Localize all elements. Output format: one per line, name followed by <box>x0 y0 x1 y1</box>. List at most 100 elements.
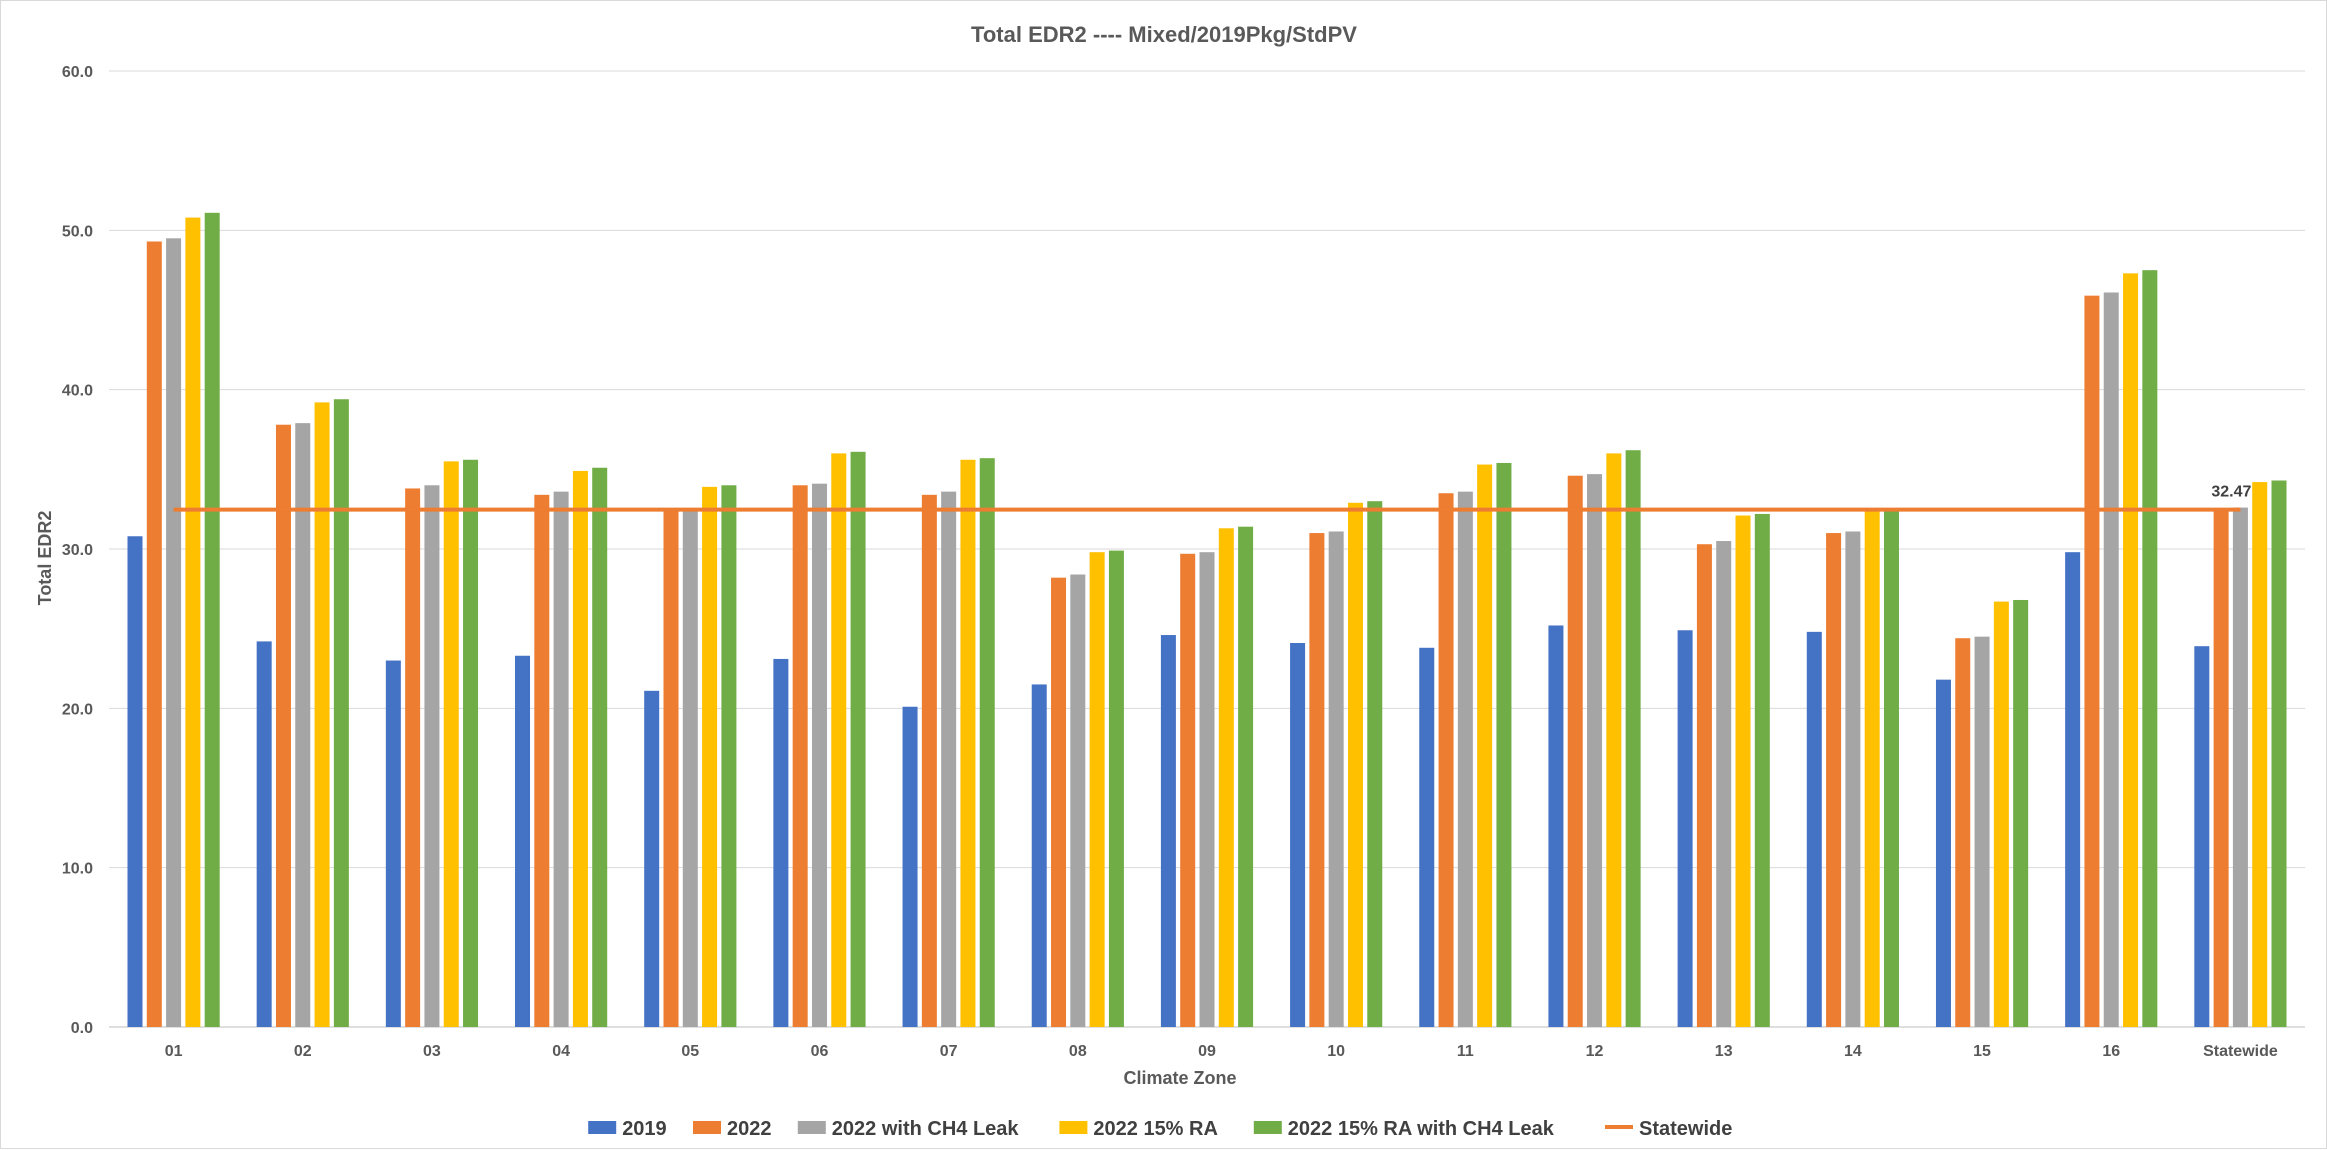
bar <box>663 510 679 1027</box>
x-tick-label: 05 <box>681 1043 699 1060</box>
bar <box>1367 501 1383 1027</box>
legend-swatch <box>1059 1121 1088 1134</box>
bar <box>385 660 401 1027</box>
bar <box>2213 510 2229 1027</box>
bar <box>2142 270 2158 1028</box>
bar <box>592 467 608 1027</box>
bar <box>1677 630 1693 1027</box>
y-tick-label: 60.0 <box>62 64 93 81</box>
chart-title: Total EDR2 ---- Mixed/2019Pkg/StdPV <box>971 22 1357 47</box>
bar <box>1290 643 1306 1027</box>
x-tick-label: 11 <box>1457 1043 1474 1060</box>
legend-swatch <box>1253 1121 1282 1134</box>
bar <box>2123 273 2139 1027</box>
x-tick-label: Statewide <box>2203 1043 2278 1060</box>
bar <box>1180 553 1196 1027</box>
bar <box>979 458 995 1027</box>
bar <box>553 491 569 1027</box>
bar <box>941 491 957 1027</box>
bar <box>534 494 550 1027</box>
bar <box>1716 541 1732 1027</box>
legend-label: 2022 with CH4 Leak <box>832 1118 1020 1140</box>
bar <box>1438 493 1454 1027</box>
legend-label: 2022 15% RA with CH4 Leak <box>1288 1118 1555 1140</box>
y-axis-ticks: 0.0 10.0 20.0 30.0 40.0 50.0 60.0 <box>62 64 93 1037</box>
bar <box>2103 292 2119 1027</box>
y-tick-label: 50.0 <box>62 223 93 240</box>
bar <box>166 238 182 1028</box>
x-tick-label: 01 <box>165 1043 183 1060</box>
bar <box>185 217 201 1027</box>
bar <box>1051 577 1067 1027</box>
bar <box>721 485 737 1027</box>
x-tick-label: 14 <box>1844 1043 1862 1060</box>
bar <box>1955 638 1971 1027</box>
x-tick-label: 13 <box>1715 1043 1733 1060</box>
bar <box>1845 531 1861 1027</box>
bar <box>515 655 531 1027</box>
x-tick-label: 15 <box>1973 1043 1991 1060</box>
bar <box>1477 464 1493 1027</box>
bar <box>1199 552 1215 1027</box>
bar <box>424 485 440 1027</box>
x-axis-ticks: 01 02 03 04 05 06 07 08 09 10 11 12 13 14 15 16 Statewid… <box>165 1043 2278 1060</box>
bar <box>1567 475 1583 1027</box>
bar <box>1754 513 1770 1027</box>
y-axis-title: Total EDR2 <box>35 511 55 606</box>
legend-label: 2022 <box>727 1118 772 1140</box>
bar <box>2194 646 2210 1027</box>
bar <box>146 241 162 1027</box>
bar <box>1496 462 1512 1028</box>
bar <box>2252 482 2268 1028</box>
bar <box>1993 601 2009 1027</box>
bar <box>792 485 808 1027</box>
x-tick-label: 16 <box>2102 1043 2120 1060</box>
legend: 2019 2022 2022 with CH4 Leak 2022 15% RA 202… <box>588 1118 1732 1140</box>
y-tick-label: 30.0 <box>62 542 93 559</box>
bar <box>1031 684 1047 1027</box>
bar <box>463 459 479 1028</box>
x-tick-label: 08 <box>1069 1043 1087 1060</box>
statewide-data-label: 32.47 <box>2211 484 2251 501</box>
bar <box>921 494 937 1027</box>
bar <box>1548 625 1564 1027</box>
bar <box>2232 507 2248 1027</box>
bar <box>1935 679 1951 1027</box>
legend-label: Statewide <box>1639 1118 1732 1140</box>
bar <box>2013 599 2029 1027</box>
x-tick-label: 07 <box>940 1043 958 1060</box>
y-tick-label: 0.0 <box>71 1020 93 1037</box>
bar <box>314 402 330 1027</box>
bar <box>1457 491 1473 1027</box>
bar <box>960 459 976 1028</box>
bar <box>405 488 421 1027</box>
x-tick-label: 06 <box>811 1043 829 1060</box>
x-axis-title: Climate Zone <box>1123 1068 1236 1088</box>
bar <box>1587 474 1603 1027</box>
bar <box>902 706 918 1027</box>
bar <box>773 658 789 1027</box>
bar <box>1218 528 1234 1027</box>
bar <box>1309 533 1325 1027</box>
bar <box>1806 631 1822 1027</box>
bar <box>1826 533 1842 1027</box>
y-tick-label: 10.0 <box>62 861 93 878</box>
bar <box>295 423 311 1027</box>
bar <box>1089 552 1105 1027</box>
bar <box>1328 531 1344 1027</box>
legend-swatch <box>797 1121 826 1134</box>
x-tick-label: 03 <box>423 1043 441 1060</box>
bar <box>2084 295 2100 1027</box>
x-tick-label: 04 <box>552 1043 570 1060</box>
bar <box>572 470 588 1028</box>
bar <box>204 212 220 1028</box>
bar <box>1108 550 1124 1027</box>
bar <box>1864 510 1880 1027</box>
bar <box>1625 450 1641 1027</box>
y-tick-label: 40.0 <box>62 383 93 400</box>
legend-swatch <box>588 1121 617 1134</box>
bar <box>333 399 349 1027</box>
legend-swatch <box>693 1121 721 1134</box>
